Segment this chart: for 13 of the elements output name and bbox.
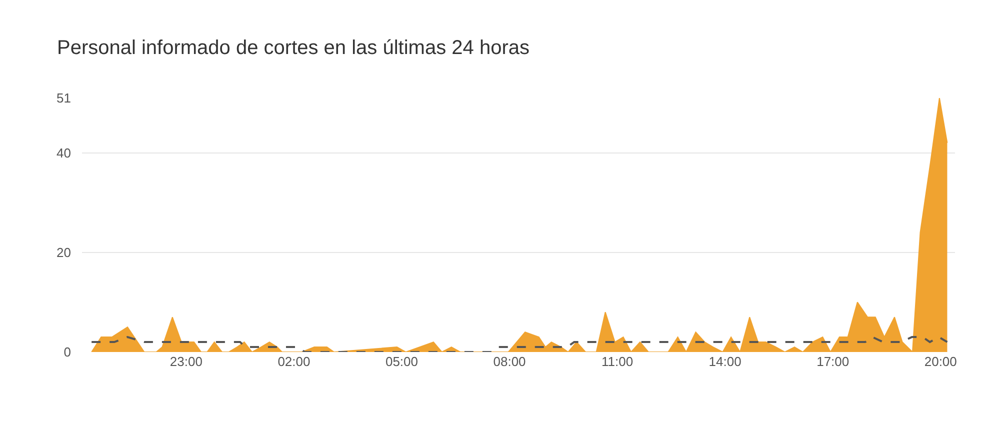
y-tick-label: 40 xyxy=(56,145,71,160)
chart-title: Personal informado de cortes en las últimas 24 horas xyxy=(57,37,530,59)
x-tick-label: 02:00 xyxy=(278,354,310,369)
x-tick-label: 11:00 xyxy=(602,354,634,369)
x-tick-label: 14:00 xyxy=(708,354,742,369)
x-tick-label: 23:00 xyxy=(170,354,202,369)
x-tick-label: 08:00 xyxy=(493,354,526,369)
x-tick-label: 05:00 xyxy=(385,354,418,369)
x-tick-label: 20:00 xyxy=(924,354,957,369)
x-tick-label: 17:00 xyxy=(816,354,850,369)
y-tick-label: 0 xyxy=(64,344,71,360)
y-tick-label: 51 xyxy=(56,90,71,106)
y-tick-label: 20 xyxy=(56,244,71,260)
